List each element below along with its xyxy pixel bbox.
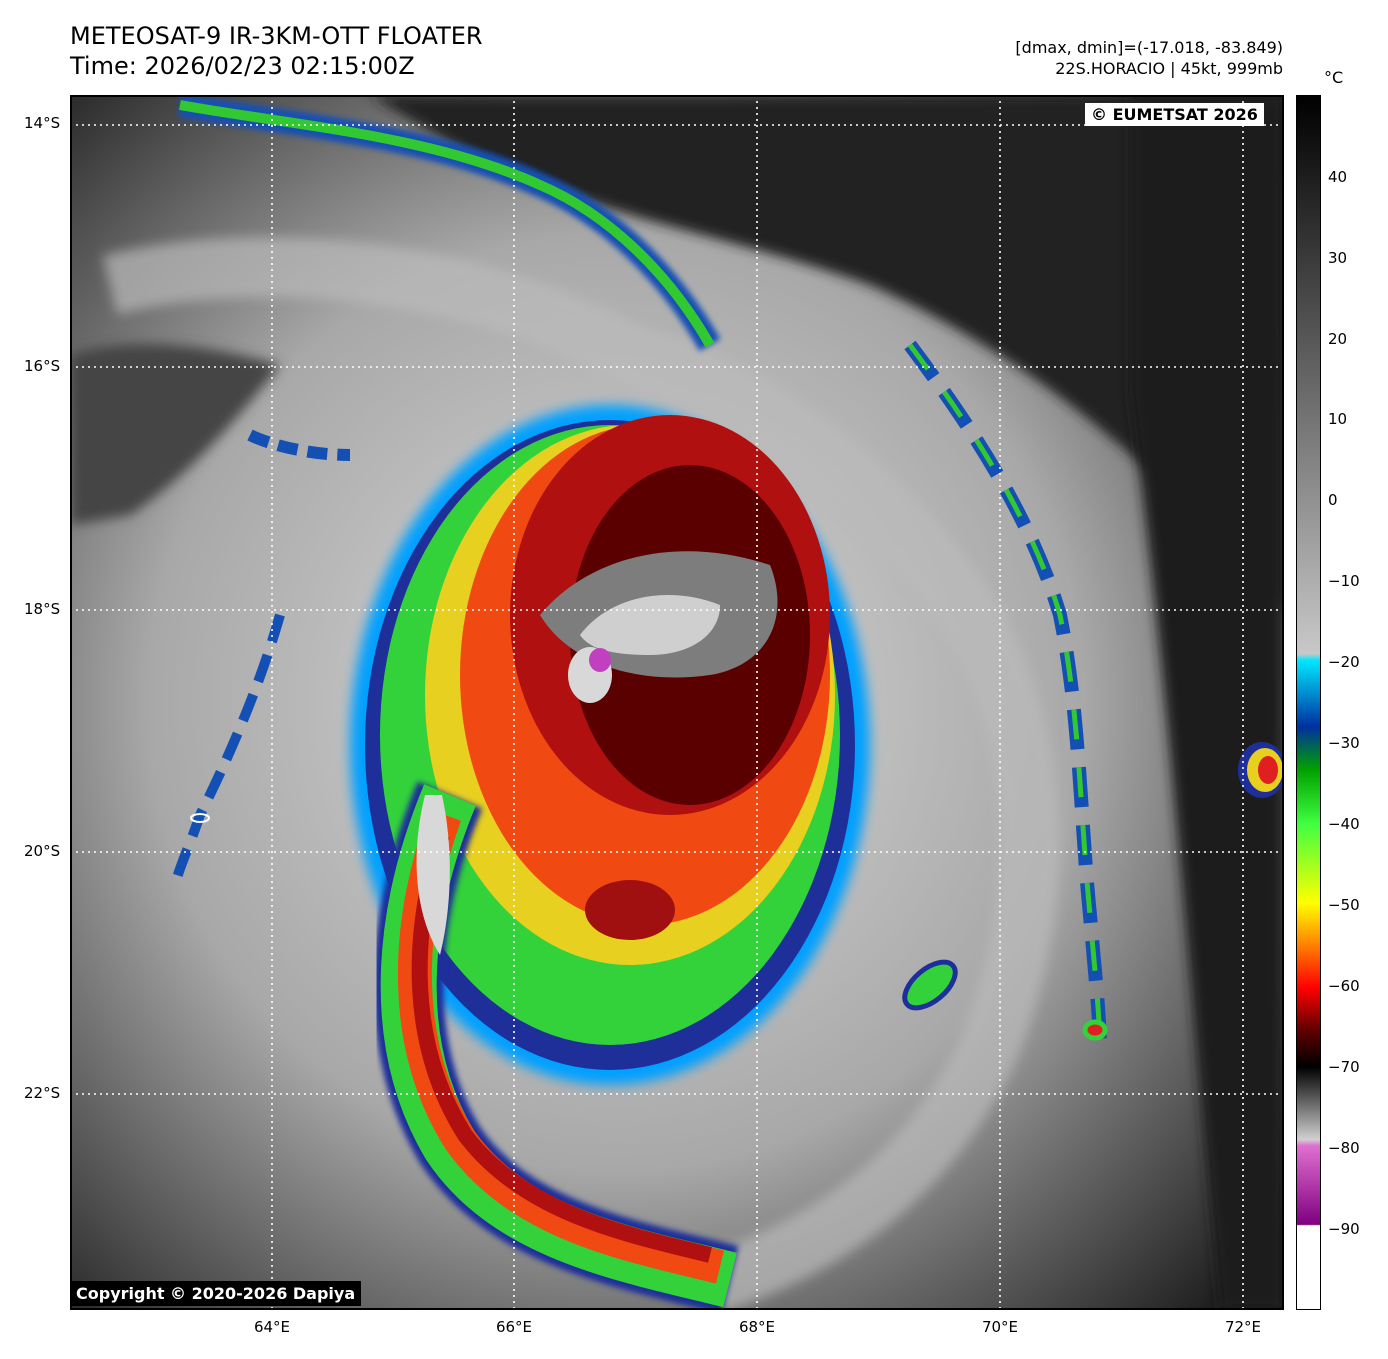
lat-label-22s: 22°S	[24, 1084, 61, 1102]
east-rainband-core	[907, 343, 1103, 1056]
clear-sky-northeast	[370, 95, 1284, 615]
moat-gap	[416, 795, 450, 955]
southeast-cell	[902, 959, 958, 1011]
colorbar-tick: −40	[1328, 815, 1360, 833]
east-cell-red	[1258, 756, 1278, 784]
dapiya-copyright: Copyright © 2020-2026 Dapiya	[70, 1281, 362, 1306]
colorbar-tick: −30	[1328, 734, 1360, 752]
lat-label-18s: 18°S	[24, 600, 61, 618]
warm-core-light	[580, 595, 720, 655]
spiral-band-red	[411, 832, 712, 1263]
colorbar-tick: 30	[1328, 249, 1348, 267]
colorbar-tick: −90	[1328, 1220, 1360, 1238]
overshooting-top	[589, 648, 611, 672]
colorbar-gradient	[1296, 95, 1321, 1310]
product-title: METEOSAT-9 IR-3KM-OTT FLOATER	[70, 22, 483, 50]
eumetsat-credit: © EUMETSAT 2026	[1085, 103, 1264, 126]
lon-label-64e: 64°E	[253, 1318, 291, 1336]
colorbar-unit: °C	[1324, 68, 1344, 87]
time-title: Time: 2026/02/23 02:15:00Z	[70, 52, 415, 80]
clear-sky-east	[1130, 95, 1284, 1310]
lat-label-14s: 14°S	[24, 114, 61, 132]
lon-label-72e: 72°E	[1224, 1318, 1262, 1336]
satellite-map	[70, 95, 1284, 1310]
lon-label-66e: 66°E	[495, 1318, 533, 1336]
dark-gap-west	[70, 344, 280, 525]
colorbar-tick: 40	[1328, 168, 1348, 186]
temperature-colorbar	[1296, 95, 1321, 1310]
outer-rainband-gray	[102, 237, 1060, 1310]
island-outline	[190, 813, 210, 823]
lat-label-16s: 16°S	[24, 357, 61, 375]
graticule	[70, 95, 1284, 1310]
dmax-dmin-readout: [dmax, dmin]=(-17.018, -83.849)	[1015, 38, 1283, 57]
lat-label-20s: 20°S	[24, 842, 61, 860]
colorbar-tick: −70	[1328, 1058, 1360, 1076]
far-southeast-cell	[1082, 1019, 1108, 1041]
colorbar-tick: −50	[1328, 896, 1360, 914]
colorbar-tick: 20	[1328, 330, 1348, 348]
southern-red-cell	[585, 880, 675, 940]
storm-info: 22S.HORACIO | 45kt, 999mb	[1055, 59, 1283, 78]
west-rainband	[170, 613, 285, 887]
colorbar-tick: −60	[1328, 977, 1360, 995]
colorbar-tick: 10	[1328, 410, 1348, 428]
colorbar-tick: −20	[1328, 653, 1360, 671]
map-frame	[70, 95, 1284, 1310]
colorbar-tick: 0	[1328, 491, 1338, 509]
north-rainband-core	[179, 100, 715, 348]
lon-label-68e: 68°E	[738, 1318, 776, 1336]
northwest-fragment	[247, 429, 351, 461]
lon-label-70e: 70°E	[981, 1318, 1019, 1336]
colorbar-tick: −10	[1328, 572, 1360, 590]
colorbar-tick: −80	[1328, 1139, 1360, 1157]
